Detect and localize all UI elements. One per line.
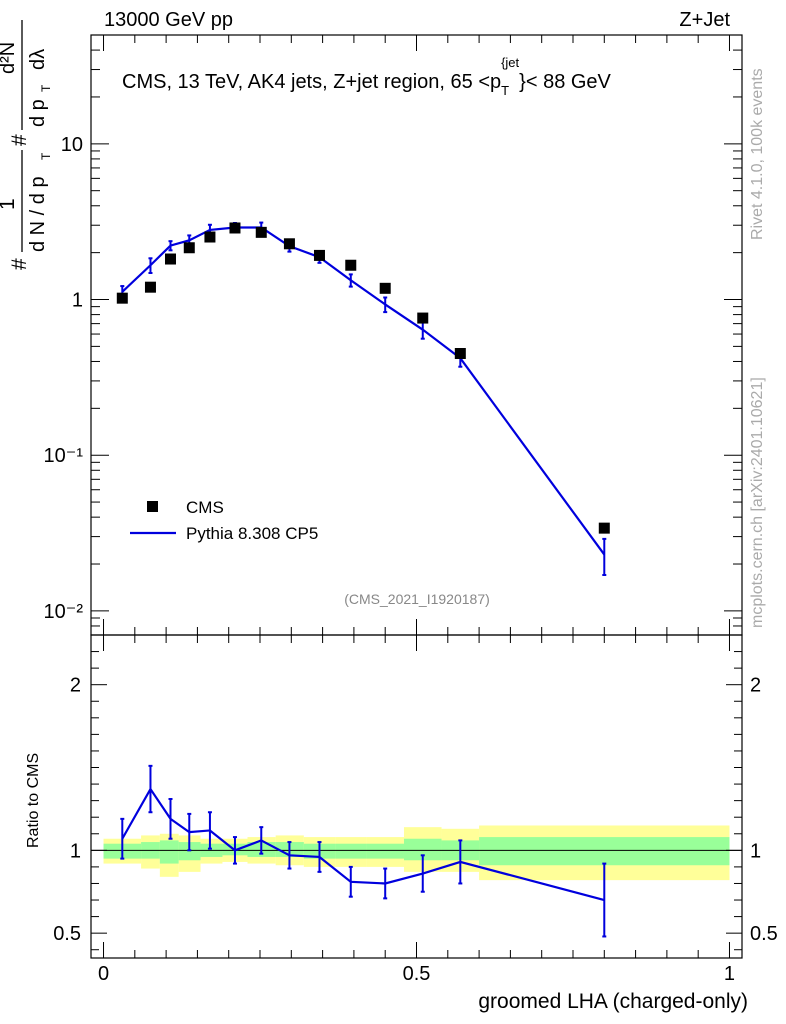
cms-data-point: [313, 249, 325, 261]
legend-label-cms: CMS: [186, 498, 224, 517]
ratio-ytick-label-right: 1: [750, 840, 761, 862]
main-ytick-label: 1: [72, 290, 83, 312]
ratio-series: [120, 764, 607, 938]
ratio-xtick-label: 0.5: [403, 963, 431, 985]
cms-data-point: [454, 347, 466, 359]
legend-marker-cms: [147, 501, 158, 512]
cms-data-point: [379, 282, 391, 294]
ratio-plot-frame: [90, 634, 743, 959]
ylabel-t2: T: [39, 84, 53, 92]
plot-title-tail: }< 88 GeV: [519, 71, 611, 93]
ratio-ytick-label-left: 2: [70, 675, 81, 697]
ratio-ytick-label-right: 0.5: [750, 923, 778, 945]
ratio-pythia-line: [121, 786, 605, 902]
ratio-band-inner: [366, 843, 404, 859]
ratio-xtick-label: 1: [724, 963, 735, 985]
ylabel-dn: d N / d p: [27, 176, 49, 252]
main-ytick-label: 10⁻¹: [44, 445, 84, 467]
main-ytick-label: 10: [61, 134, 83, 156]
plot-title-main: CMS, 13 TeV, AK4 jets, Z+jet region, 65 …: [122, 71, 501, 93]
ylabel-hash2: #: [8, 134, 31, 146]
ratio-band-inner: [159, 840, 179, 864]
process-label: Z+Jet: [679, 9, 730, 31]
ratio-ytick-label-left: 1: [70, 840, 81, 862]
plot-title-sup: {jet: [501, 55, 519, 70]
cms-data-point: [598, 522, 610, 534]
x-axis-label: groomed LHA (charged-only): [478, 990, 748, 1013]
ylabel-hash1: #: [8, 258, 31, 270]
rivet-label: Rivet 4.1.0, 100k events: [749, 68, 766, 240]
cms-data-point: [116, 292, 128, 304]
ratio-bands: [103, 825, 730, 881]
mcplots-label: mcplots.cern.ch [arXiv:2401.10621]: [749, 377, 766, 628]
cms-data-point: [164, 253, 176, 265]
cms-data-point: [144, 281, 156, 293]
pythia-line: [121, 226, 606, 556]
ylabel-dp: d p: [27, 99, 49, 127]
ratio-ylabel: Ratio to CMS: [25, 753, 42, 848]
ylabel-dlambda: dλ: [27, 49, 49, 70]
main-plot-frame: [90, 34, 743, 636]
ratio-axis-ticks: 2 2 1 1 0.5 0.5 0 0.5 1: [53, 635, 778, 985]
cms-data-point: [283, 238, 295, 250]
main-ytick-label: 10⁻²: [44, 601, 84, 623]
plot-title: CMS, 13 TeV, AK4 jets, Z+jet region, 65 …: [122, 55, 612, 98]
main-series: [116, 221, 610, 577]
cms-data-point: [229, 222, 241, 234]
main-axis-ticks: 10 1 10⁻¹ 10⁻²: [44, 34, 742, 636]
ratio-band-inner: [403, 838, 442, 861]
main-ylabel: # 1 d N / d p T # d²N d p T dλ: [0, 20, 53, 270]
cms-data-point: [345, 259, 357, 271]
ylabel-one: 1: [0, 198, 19, 210]
ratio-ytick-label-right: 2: [750, 675, 761, 697]
ratio-band-inner: [479, 837, 730, 866]
energy-label: 13000 GeV pp: [104, 9, 233, 31]
legend-label-pythia: Pythia 8.308 CP5: [186, 524, 318, 543]
ylabel-t1: T: [39, 152, 53, 160]
legend: CMS Pythia 8.308 CP5: [130, 498, 318, 543]
cms-data-point: [255, 226, 267, 238]
cms-data-point: [183, 242, 195, 254]
ratio-ytick-label-left: 0.5: [53, 923, 81, 945]
ylabel-d2n: d²N: [0, 42, 19, 74]
analysis-tag: (CMS_2021_I1920187): [344, 591, 490, 607]
cms-data-point: [204, 231, 216, 243]
cms-data-point: [417, 312, 429, 324]
plot-title-sub: T: [501, 83, 509, 98]
ratio-xtick-label: 0: [98, 963, 109, 985]
ratio-band-inner: [335, 843, 367, 859]
